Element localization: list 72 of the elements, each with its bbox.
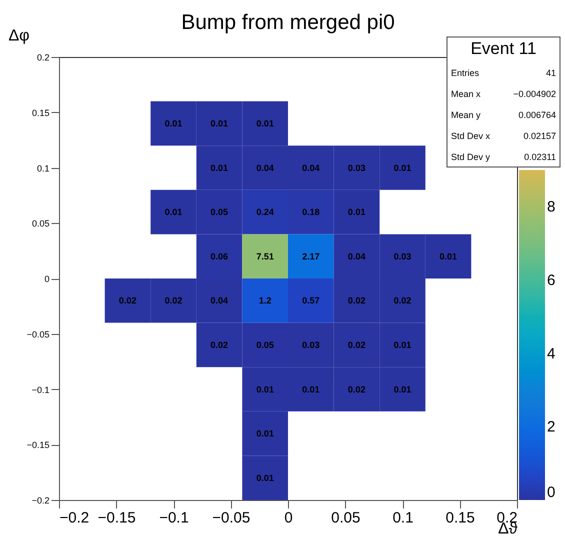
y-tick-label: −0.1: [32, 384, 50, 395]
data-label: 0.02: [210, 340, 228, 350]
data-label: 0.01: [394, 340, 412, 350]
data-label: 0.02: [164, 296, 182, 306]
x-tick-label: −0.15: [98, 510, 136, 526]
color-bar-label: 8: [547, 198, 556, 216]
annotation: −0.004902: [513, 89, 556, 99]
x-tick-label: 0.1: [392, 510, 414, 526]
data-label: 0.06: [210, 251, 228, 262]
y-tick-label: 0: [44, 274, 50, 284]
annotation: Mean x: [451, 89, 482, 99]
data-label: 0.04: [348, 251, 366, 262]
data-label: 0.01: [256, 428, 274, 439]
annotation: Std Dev y: [451, 152, 491, 162]
y-axis-title: Δφ: [8, 28, 30, 44]
y-tick-label: 0.15: [32, 108, 50, 118]
data-label: 0.02: [394, 296, 412, 306]
data-label: 0.04: [210, 296, 228, 306]
data-label: 0.03: [348, 162, 366, 173]
annotation: Event 11: [470, 39, 536, 58]
annotation: Entries: [451, 68, 480, 78]
x-tick-label: −0.1: [159, 510, 189, 526]
annotation: Std Dev x: [451, 131, 491, 141]
text: 0.02311: [524, 152, 556, 162]
x-tick-label: −0.05: [212, 510, 250, 526]
y-tick-label: −0.15: [26, 440, 50, 450]
color-bar-label: 6: [547, 272, 556, 289]
data-label: 0.01: [394, 384, 412, 394]
data-label: 1.2: [258, 296, 272, 306]
text: 0.02157: [523, 131, 556, 141]
data-label: 0.18: [302, 207, 320, 218]
x-tick-label: −0.2: [60, 510, 90, 526]
data-label: 0.01: [164, 207, 182, 218]
annotation: Mean y: [451, 110, 482, 120]
data-label: 0.03: [302, 340, 320, 350]
data-label: 0.01: [210, 162, 228, 173]
data-label: 0.24: [256, 207, 274, 218]
data-label: 0.05: [256, 340, 274, 350]
color-bar-label: 0: [547, 484, 556, 501]
y-tick-label: −0.2: [32, 496, 50, 506]
data-label: 7.51: [256, 251, 274, 262]
data-label: 0.01: [302, 384, 320, 394]
x-tick-label: 0: [284, 510, 293, 526]
data-label: 0.05: [210, 207, 228, 218]
data-label: 0.01: [256, 472, 274, 483]
data-label: 0.04: [302, 162, 320, 173]
data-label: 0.02: [348, 296, 366, 306]
data-label: 0.01: [348, 207, 366, 218]
data-label: 2.17: [302, 251, 320, 262]
data-label: 0.02: [348, 384, 366, 394]
text: 0.006764: [518, 110, 556, 120]
data-label: 0.01: [164, 118, 182, 128]
color-bar-label: 2: [547, 418, 556, 436]
data-label: 0.02: [348, 340, 366, 350]
data-label: 0.01: [394, 162, 412, 173]
data-label: 0.01: [210, 118, 228, 128]
color-bar-label: 4: [547, 345, 556, 362]
data-label: 0.02: [118, 296, 136, 306]
y-tick-label: 0.05: [32, 218, 50, 229]
data-label: 0.03: [394, 251, 412, 262]
text: 41: [546, 68, 556, 78]
y-tick-label: −0.05: [26, 329, 50, 340]
data-label: 0.04: [256, 162, 274, 173]
y-tick-label: 0.1: [36, 163, 50, 174]
x-tick-label: 0.05: [331, 510, 360, 526]
data-label: 0.01: [256, 118, 274, 128]
y-tick-label: 0.2: [36, 52, 50, 62]
data-label: 0.57: [302, 296, 320, 306]
chart-title: Bump from merged pi0: [181, 11, 395, 34]
x-tick-label: 0.15: [446, 510, 475, 526]
data-label: 0.01: [440, 251, 458, 262]
data-label: 0.01: [256, 384, 274, 394]
